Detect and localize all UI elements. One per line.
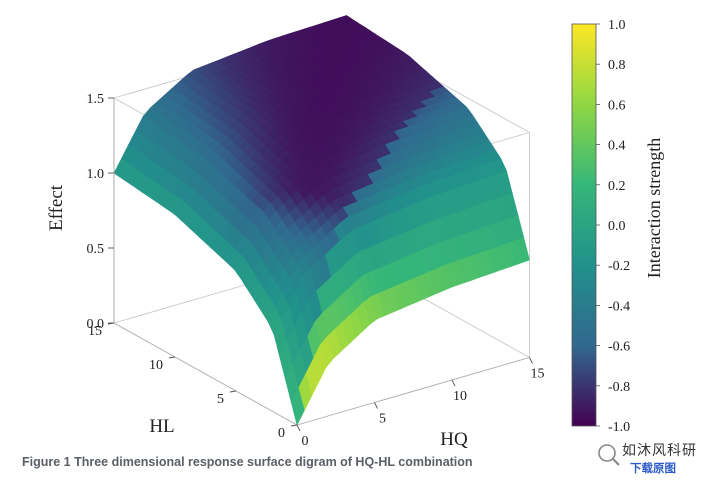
hl-tick	[290, 424, 298, 427]
hl-tick	[229, 390, 237, 393]
watermark[interactable]: 如沐风科研 下载原图	[596, 440, 706, 480]
colorbar-gradient	[571, 23, 597, 427]
effect-tick-label: 0.5	[87, 242, 105, 257]
hq-tick-label: 0	[302, 434, 309, 449]
hq-tick	[529, 357, 533, 364]
surface-patch	[290, 387, 305, 426]
watermark-title: 如沐风科研	[622, 443, 697, 459]
hl-tick-label: 0	[278, 426, 285, 441]
hl-axis-line	[113, 322, 298, 426]
colorbar-tick-label: -0.6	[608, 340, 630, 355]
hl-tick-label: 5	[217, 392, 224, 407]
colorbar-tick-label: 1.0	[608, 18, 626, 33]
hq-tick	[296, 424, 301, 432]
hq-axis-title: HQ	[440, 429, 468, 450]
colorbar-tick-label: 0.2	[608, 179, 626, 194]
wechat-icon	[598, 444, 620, 466]
colorbar-title: Interaction strength	[644, 138, 664, 278]
effect-tick-label: 1.0	[87, 167, 105, 182]
hq-tick	[374, 402, 378, 409]
colorbar-tick-label: -1.0	[608, 420, 630, 435]
colorbar-tick-label: 0.8	[608, 58, 626, 73]
response-surface	[113, 15, 530, 426]
colorbar-tick-label: 0.4	[608, 139, 626, 154]
hq-tick-label: 5	[379, 412, 386, 427]
download-link[interactable]: 下载原图	[630, 461, 676, 475]
colorbar-tick-label: 0.6	[608, 98, 626, 113]
colorbar: 1.0 0.8 0.6 0.4 0.2 0.0 -0.2 -0.4 -0.6 -0.8 -1.0 In…	[571, 18, 664, 435]
effect-axis-title: Effect	[46, 184, 67, 231]
hq-axis-line	[296, 357, 530, 426]
hl-tick-label: 15	[88, 324, 102, 339]
figure-caption: Figure 1 Three dimensional response surf…	[22, 455, 473, 469]
colorbar-tick-label: -0.4	[608, 299, 630, 314]
colorbar-tick-label: -0.8	[608, 380, 630, 395]
effect-tick-label: 0.0	[87, 317, 105, 332]
hq-tick-label: 15	[531, 367, 545, 382]
colorbar-tick-label: -0.2	[608, 259, 630, 274]
colorbar-tick-label: 0.0	[608, 219, 626, 234]
effect-tick-label: 1.5	[87, 92, 105, 107]
hq-tick	[451, 379, 456, 387]
hl-tick	[168, 356, 176, 359]
hq-tick-label: 10	[453, 389, 467, 404]
hl-axis-title: HL	[149, 416, 174, 437]
hl-tick-label: 10	[149, 358, 163, 373]
